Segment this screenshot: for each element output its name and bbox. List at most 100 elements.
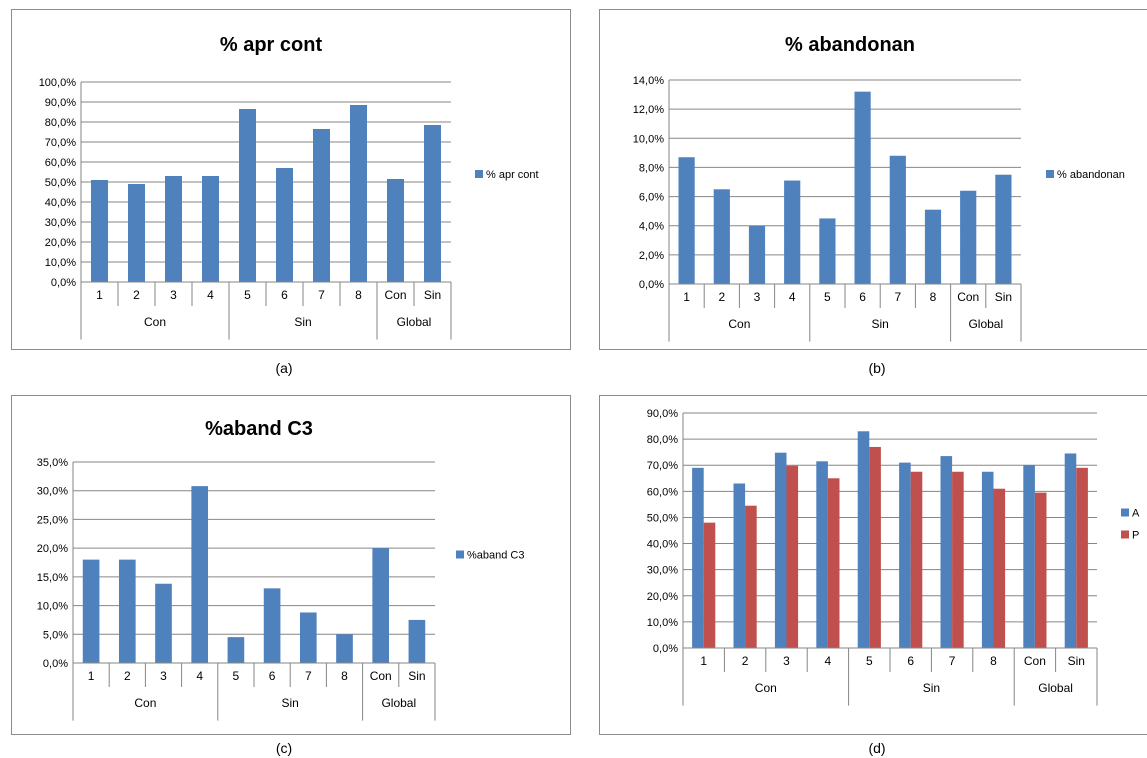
x-tick-label: 5 bbox=[866, 654, 873, 668]
bar-apr-cont-1 bbox=[90, 180, 109, 282]
x-tick-label: 4 bbox=[196, 669, 203, 683]
y-tick-label: 80,0% bbox=[45, 117, 76, 129]
bar-a-2 bbox=[733, 483, 746, 648]
bar-apr-cont-4 bbox=[201, 176, 220, 282]
y-tick-label: 4,0% bbox=[639, 221, 664, 233]
legend-swatch bbox=[475, 170, 483, 178]
y-tick-label: 40,0% bbox=[45, 197, 76, 209]
y-tick-label: 30,0% bbox=[647, 565, 678, 577]
legend-label: % abandonan bbox=[1057, 169, 1125, 181]
group-label: Con bbox=[144, 315, 166, 329]
x-tick-label: 8 bbox=[355, 288, 362, 302]
x-tick-label: Con bbox=[1024, 654, 1046, 668]
bar-apr-cont-8 bbox=[349, 105, 368, 282]
group-label: Global bbox=[397, 315, 432, 329]
x-tick-label: 3 bbox=[170, 288, 177, 302]
x-tick-label: 2 bbox=[742, 654, 749, 668]
x-tick-label: 3 bbox=[783, 654, 790, 668]
group-label: Con bbox=[755, 681, 777, 695]
x-tick-label: Con bbox=[384, 288, 406, 302]
bar-a-5 bbox=[857, 431, 870, 648]
x-tick-label: 1 bbox=[683, 290, 690, 304]
x-tick-label: 6 bbox=[907, 654, 914, 668]
y-tick-label: 0,0% bbox=[639, 279, 664, 291]
y-tick-label: 0,0% bbox=[43, 658, 68, 670]
bar-p-2 bbox=[745, 505, 757, 648]
legend-label: %aband C3 bbox=[467, 550, 525, 562]
legend-label: % apr cont bbox=[486, 169, 539, 181]
bar-p-4 bbox=[827, 478, 840, 648]
y-tick-label: 10,0% bbox=[633, 133, 664, 145]
bar-aband-c3-9 bbox=[372, 548, 390, 663]
bar-abandonan-1 bbox=[678, 157, 695, 284]
x-tick-label: 2 bbox=[124, 669, 131, 683]
group-label: Global bbox=[381, 696, 416, 710]
x-tick-label: 4 bbox=[207, 288, 214, 302]
x-tick-label: 1 bbox=[96, 288, 103, 302]
bar-abandonan-7 bbox=[889, 155, 906, 284]
bar-p-8 bbox=[993, 488, 1006, 648]
y-tick-label: 70,0% bbox=[647, 460, 678, 472]
bar-p-6 bbox=[910, 471, 923, 648]
bar-apr-cont-9 bbox=[386, 179, 405, 282]
bar-aband-c3-5 bbox=[227, 637, 245, 663]
y-tick-label: 70,0% bbox=[45, 137, 76, 149]
bar-aband-c3-7 bbox=[299, 612, 317, 663]
x-tick-label: 5 bbox=[244, 288, 251, 302]
x-tick-label: 2 bbox=[718, 290, 725, 304]
caption-a: (a) bbox=[275, 360, 293, 376]
bar-apr-cont-2 bbox=[127, 184, 146, 282]
x-tick-label: Sin bbox=[408, 669, 425, 683]
y-tick-label: 90,0% bbox=[45, 97, 76, 109]
y-tick-label: 40,0% bbox=[647, 539, 678, 551]
y-tick-label: 90,0% bbox=[647, 408, 678, 420]
bar-a-9 bbox=[1023, 465, 1035, 648]
x-tick-label: Sin bbox=[995, 290, 1012, 304]
group-label: Con bbox=[728, 317, 750, 331]
legend-swatch bbox=[1046, 170, 1054, 178]
x-tick-label: Con bbox=[370, 669, 392, 683]
x-tick-label: 7 bbox=[318, 288, 325, 302]
y-tick-label: 10,0% bbox=[37, 601, 68, 613]
x-tick-label: 8 bbox=[341, 669, 348, 683]
bar-aband-c3-3 bbox=[155, 583, 172, 663]
bar-aband-c3-4 bbox=[191, 486, 209, 663]
legend-swatch bbox=[456, 550, 464, 559]
bar-a-3 bbox=[774, 452, 787, 648]
bar-p-9 bbox=[1034, 492, 1047, 648]
y-tick-label: 50,0% bbox=[647, 512, 678, 524]
group-label: Global bbox=[968, 317, 1003, 331]
x-tick-label: 6 bbox=[859, 290, 866, 304]
x-tick-label: 7 bbox=[894, 290, 901, 304]
x-tick-label: 5 bbox=[233, 669, 240, 683]
x-tick-label: 7 bbox=[305, 669, 312, 683]
y-tick-label: 5,0% bbox=[43, 629, 68, 641]
x-tick-label: 4 bbox=[789, 290, 796, 304]
y-tick-label: 20,0% bbox=[647, 591, 678, 603]
y-tick-label: 2,0% bbox=[639, 250, 664, 262]
legend-label: P bbox=[1132, 530, 1139, 542]
legend-label: A bbox=[1132, 508, 1140, 520]
x-tick-label: 1 bbox=[88, 669, 95, 683]
bar-p-7 bbox=[952, 471, 964, 648]
x-tick-label: 3 bbox=[754, 290, 761, 304]
x-tick-label: 8 bbox=[990, 654, 997, 668]
group-label: Sin bbox=[923, 681, 940, 695]
chart-a: % apr cont 0,0% 10,0% 20,0% 30,0% 40,0% 50,0% 6… bbox=[39, 34, 539, 340]
caption-d: (d) bbox=[868, 740, 886, 756]
y-tick-label: 6,0% bbox=[639, 192, 664, 204]
y-tick-label: 100,0% bbox=[39, 77, 77, 89]
chart-c: %aband C3 0,0% 5,0% 10,0% 15,0% 20,0% 25,0% 30,… bbox=[37, 418, 525, 721]
bar-apr-cont-3 bbox=[164, 176, 183, 282]
group-label: Sin bbox=[294, 315, 311, 329]
group-label: Global bbox=[1038, 681, 1073, 695]
x-tick-label: 8 bbox=[930, 290, 937, 304]
group-label: Sin bbox=[282, 696, 299, 710]
chart-title: %aband C3 bbox=[205, 418, 313, 440]
chart-d: 0,0% 10,0% 20,0% 30,0% 40,0% 50,0% 60,0% 70,0% 8… bbox=[647, 408, 1140, 706]
x-tick-label: 1 bbox=[700, 654, 707, 668]
chart-title: % abandonan bbox=[785, 34, 915, 56]
x-tick-label: Con bbox=[957, 290, 979, 304]
y-tick-label: 14,0% bbox=[633, 75, 664, 87]
bar-a-6 bbox=[899, 462, 911, 648]
